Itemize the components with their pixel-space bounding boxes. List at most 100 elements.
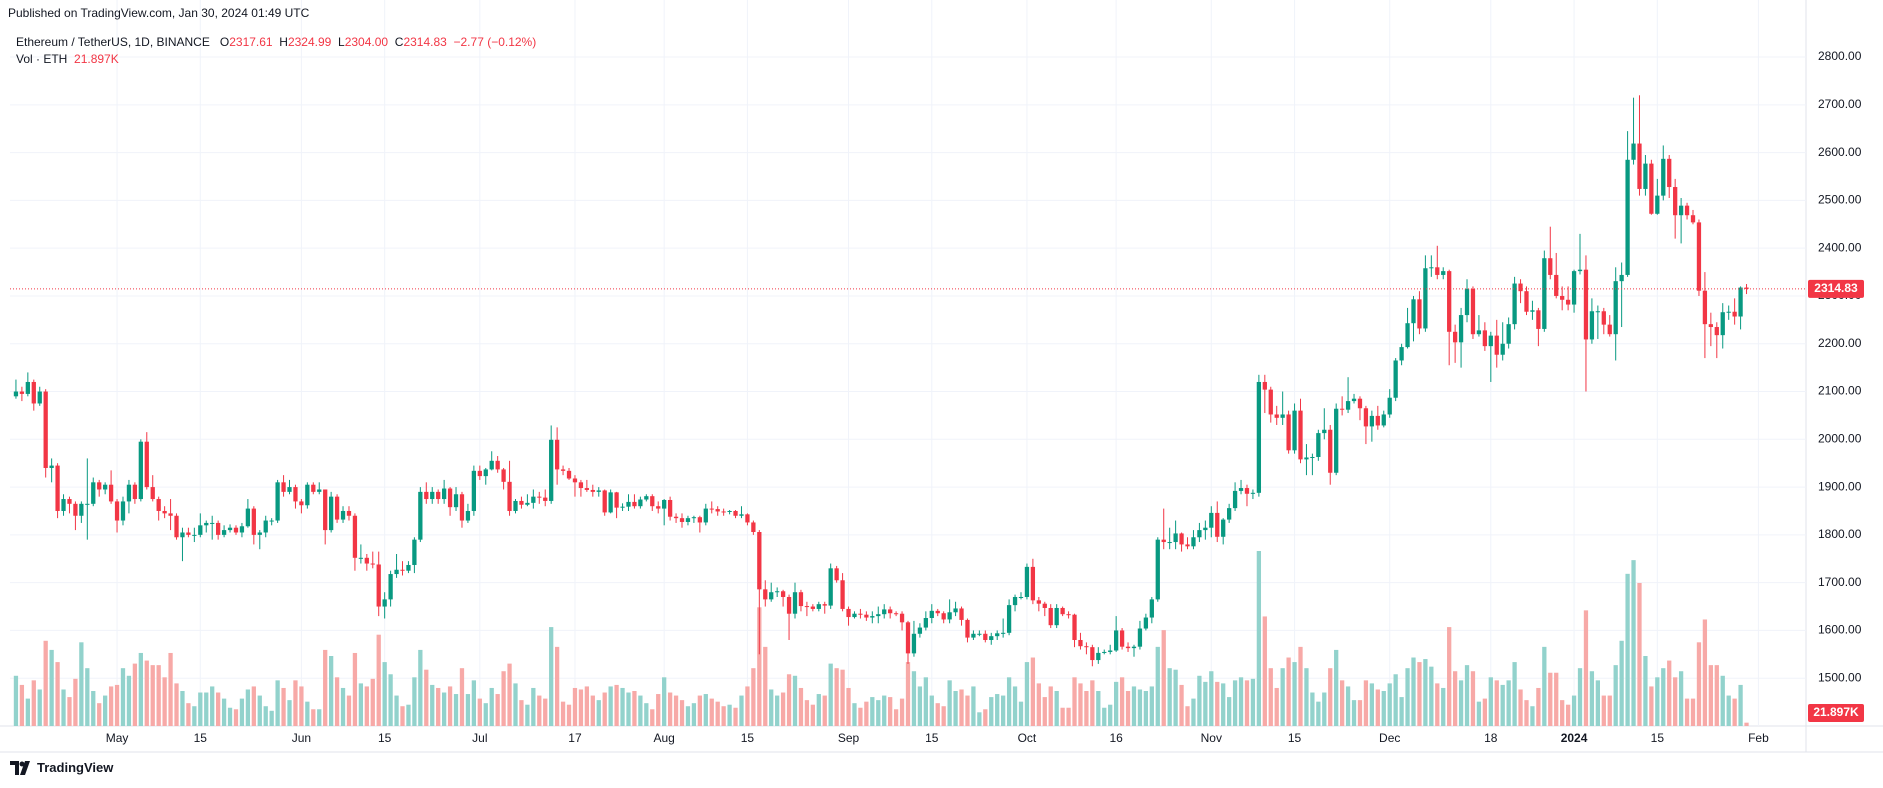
volume-bar <box>864 701 869 726</box>
candle-body <box>132 484 138 500</box>
volume-bar <box>1226 697 1232 726</box>
last-price-label: 2314.83 <box>1814 281 1858 295</box>
candle-body <box>1625 159 1630 275</box>
volume-bar <box>1006 677 1012 726</box>
candle-body <box>513 500 518 511</box>
volume-bar <box>727 704 732 726</box>
candle-body <box>418 491 423 540</box>
volume-bar <box>614 684 619 726</box>
candle-body <box>233 527 239 533</box>
candle-body <box>210 522 215 524</box>
volume-bar <box>305 701 310 726</box>
ohlc-value: 2317.61 <box>229 35 273 49</box>
candle-body <box>1179 533 1184 545</box>
volume-bar <box>1375 689 1380 726</box>
volume-bar <box>1732 698 1737 726</box>
volume-bar <box>965 695 970 726</box>
volume-bar <box>287 700 292 726</box>
candle-body <box>1262 381 1267 390</box>
candle-body <box>798 592 804 607</box>
candle-body <box>959 608 964 620</box>
volume-bar <box>489 687 494 726</box>
candle-body <box>1631 143 1636 160</box>
volume-bar <box>1613 665 1618 726</box>
candle-body <box>1673 187 1678 216</box>
candle-body <box>644 496 649 500</box>
candle-body <box>257 532 262 535</box>
volume-bar <box>174 683 179 726</box>
candle-body <box>328 496 334 531</box>
candle-body <box>543 497 548 501</box>
volume-bar <box>55 662 60 726</box>
volume-bar <box>1179 684 1184 726</box>
candle-body <box>816 604 821 609</box>
volume-bar <box>1328 668 1333 726</box>
candle-body <box>412 539 417 565</box>
candle-body <box>1191 537 1196 547</box>
volume-bar <box>1369 683 1375 726</box>
volume-bar <box>1447 627 1452 726</box>
candle-body <box>156 499 161 511</box>
candle-body <box>317 489 322 492</box>
volume-bar <box>1274 687 1279 726</box>
candle-body <box>1738 287 1743 317</box>
volume-bar <box>103 695 108 726</box>
volume-bar <box>876 700 881 726</box>
candle-body <box>1714 327 1719 336</box>
candle-body <box>733 510 738 516</box>
candle-body <box>340 510 346 520</box>
volume-bar <box>935 703 940 726</box>
candle-body <box>465 510 471 521</box>
candle-body <box>114 501 120 521</box>
volume-bar <box>430 684 435 726</box>
candle-body <box>1357 398 1363 409</box>
volume-bar <box>929 695 934 726</box>
candle-body <box>186 532 191 535</box>
volume-bar <box>1221 683 1226 726</box>
candle-body <box>376 564 381 607</box>
footer-brand: TradingView <box>37 760 114 775</box>
candle-body <box>1595 311 1600 313</box>
y-tick-label: 2000.00 <box>1818 431 1862 445</box>
volume-bar <box>1637 582 1642 726</box>
candle-body <box>394 569 399 575</box>
candle-body <box>1423 268 1428 329</box>
candle-body <box>1470 288 1476 335</box>
volume-bar <box>1232 680 1238 726</box>
volume-bar <box>870 697 875 726</box>
volume-bar <box>1405 668 1410 726</box>
volume-bar <box>91 691 96 726</box>
candle-body <box>1161 539 1166 543</box>
volume-bar <box>251 686 256 726</box>
volume-bar <box>1684 698 1690 726</box>
candle-body <box>620 506 625 508</box>
volume-bar <box>334 677 340 726</box>
candle-body <box>1096 652 1101 661</box>
volume-bar <box>822 695 827 726</box>
volume-bar <box>602 692 607 726</box>
x-tick-label: 15 <box>194 731 208 745</box>
volume-bar <box>1357 700 1363 726</box>
volume-bar <box>1096 691 1101 726</box>
volume-bar <box>1072 677 1077 726</box>
volume-bar <box>358 683 364 726</box>
volume-bar <box>382 662 387 726</box>
candle-body <box>489 460 494 470</box>
volume-bar <box>1470 671 1476 726</box>
candle-body <box>1381 414 1386 426</box>
candle-body <box>281 482 286 492</box>
volume-bar <box>852 703 857 726</box>
footer: TradingView <box>10 760 113 775</box>
candle-body <box>251 508 256 535</box>
candle-body <box>144 441 149 488</box>
volume-bar <box>911 671 917 726</box>
candle-body <box>1351 398 1357 402</box>
volume-bar <box>1018 701 1024 726</box>
candle-body <box>1298 410 1303 460</box>
volume-bar <box>893 709 899 726</box>
x-tick-label: 15 <box>1651 731 1665 745</box>
candle-body <box>1399 347 1404 361</box>
volume-bar <box>311 709 316 726</box>
candle-body <box>49 465 54 468</box>
volume-bar <box>459 668 465 726</box>
